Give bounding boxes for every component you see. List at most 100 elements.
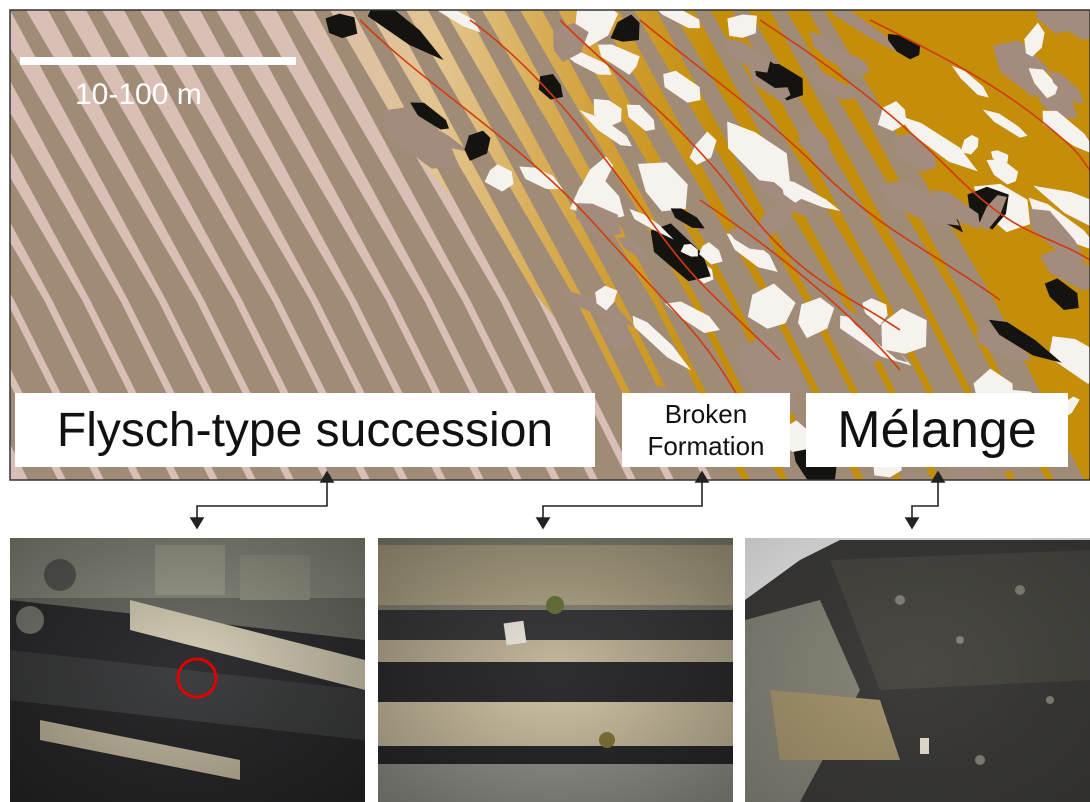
melange-block	[595, 285, 618, 311]
melange-block	[484, 164, 514, 192]
flysch-bed	[48, 10, 324, 480]
melange-block	[664, 301, 720, 333]
melange-block	[978, 195, 1007, 231]
melange-block	[879, 180, 960, 226]
broken-formation-label-line1: Broken	[664, 399, 748, 429]
melange-block	[519, 166, 563, 190]
flysch-bed	[770, 10, 1046, 480]
flysch-bed	[428, 10, 704, 480]
melange-block	[951, 65, 989, 98]
broken-formation-label-line2: Formation	[647, 431, 765, 461]
melange-block	[650, 223, 711, 282]
connector-arrows	[189, 470, 946, 530]
melange-block	[821, 46, 870, 77]
melange-block	[325, 13, 358, 39]
melange-block	[897, 114, 978, 172]
melange-block	[578, 109, 632, 147]
melange-block	[637, 162, 688, 212]
melange-block	[1035, 10, 1072, 34]
melange-block	[600, 320, 633, 351]
flysch-bed	[390, 10, 666, 480]
melange-block	[726, 229, 764, 251]
melange-block	[626, 104, 656, 132]
arrow-melange	[904, 470, 946, 530]
melange-block	[808, 68, 857, 101]
flysch-bed	[276, 10, 552, 480]
melange-block	[727, 121, 791, 185]
melange-block	[670, 208, 705, 229]
melange-label-text: Mélange	[837, 401, 1037, 459]
melange-block	[553, 22, 589, 63]
melange-block	[629, 208, 674, 240]
shear-surfaces	[359, 19, 1090, 401]
scale-bar-label: 10-100 m	[75, 78, 202, 111]
flysch-bed	[466, 10, 742, 480]
melange-block	[1042, 110, 1090, 157]
arrow-broken-formation	[535, 470, 710, 530]
melange-block	[560, 288, 636, 328]
melange-block	[797, 297, 835, 339]
flysch-bed	[10, 10, 286, 480]
panel-frame	[9, 9, 1090, 481]
flysch-bed	[238, 10, 514, 480]
melange-block	[976, 325, 1033, 361]
melange-block	[1028, 68, 1059, 99]
melange-block	[727, 14, 757, 38]
melange-block	[632, 315, 692, 371]
melange-block	[617, 237, 649, 261]
melange-block	[892, 134, 937, 173]
melange-block	[663, 70, 701, 103]
melange-block	[1033, 185, 1090, 237]
melange-block	[647, 10, 700, 29]
melange-block	[798, 122, 831, 160]
melange-block	[766, 176, 841, 211]
flysch-bed	[314, 10, 590, 480]
melange-block	[827, 10, 898, 53]
flysch-bed	[10, 47, 248, 480]
flysch-bed	[808, 10, 1084, 480]
melange-block	[367, 10, 444, 61]
melange-block	[1044, 278, 1079, 311]
broken-formation-label: Broken Formation	[622, 393, 790, 467]
melange-block	[381, 107, 461, 169]
melange-block	[988, 319, 1062, 363]
flysch-label: Flysch-type succession	[15, 393, 595, 467]
melange-block	[986, 159, 1019, 185]
melange-block	[747, 283, 796, 329]
flysch-bedding	[10, 10, 1084, 480]
melange-block	[538, 73, 563, 100]
melange-block	[1048, 336, 1090, 384]
melange-block	[881, 308, 927, 354]
scale-marker-circle	[176, 657, 218, 699]
melange-block	[982, 109, 1028, 138]
scale-bar	[20, 57, 296, 65]
melange-block	[1048, 69, 1083, 103]
melange-block	[429, 10, 481, 33]
flysch-label-text: Flysch-type succession	[56, 403, 554, 457]
flysch-bed	[732, 10, 1008, 480]
cross-section-panel	[9, 9, 1090, 481]
flysch-bed	[200, 10, 476, 480]
photo-broken-formation	[378, 538, 733, 802]
melange-block	[990, 150, 1009, 165]
melange-label: Mélange	[806, 393, 1068, 467]
melange-block	[610, 14, 640, 42]
flysch-bed	[162, 10, 438, 480]
melange-block	[699, 242, 723, 265]
melange-block	[887, 33, 921, 60]
melange-block	[726, 233, 778, 272]
flysch-bed	[10, 112, 210, 480]
arrow-flysch	[189, 470, 335, 530]
flysch-bed	[656, 10, 932, 480]
melange-block	[960, 135, 979, 155]
melange-block	[1056, 10, 1090, 40]
melange-block	[1029, 208, 1087, 263]
flysch-bed	[124, 10, 400, 480]
melange-block	[689, 131, 717, 165]
melange-block	[593, 98, 622, 127]
melange-block	[1024, 22, 1045, 57]
flysch-bed	[504, 10, 780, 480]
photo-flysch	[10, 538, 365, 802]
melange-block	[725, 38, 771, 73]
